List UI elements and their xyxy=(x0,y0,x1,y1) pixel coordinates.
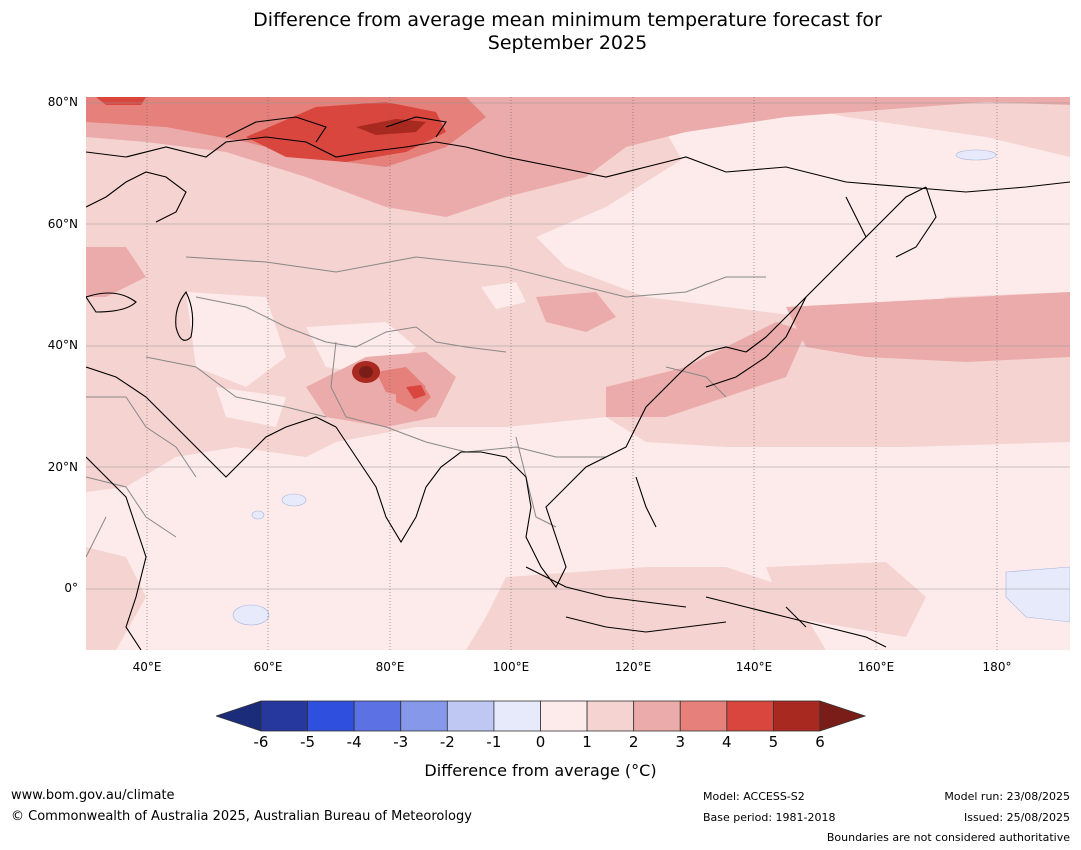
colorbar-tick-label: -5 xyxy=(300,733,316,751)
colorbar-tick-label: -4 xyxy=(346,733,362,751)
lat-label-80n: 80°N xyxy=(47,95,78,109)
colorbar-segment xyxy=(726,700,774,732)
colorbar-tick-label: 3 xyxy=(675,733,686,751)
country-borders xyxy=(86,256,766,558)
lon-label-100e: 100°E xyxy=(492,660,530,674)
lat-label-60n: 60°N xyxy=(47,217,78,231)
lon-label-80e: 80°E xyxy=(375,660,405,674)
colorbar-over-triangle xyxy=(819,700,866,732)
anomaly-band-negative xyxy=(232,149,1070,626)
footer-model-run: Model run: 23/08/2025 xyxy=(944,790,1070,803)
colorbar-segment xyxy=(633,700,681,732)
lon-label-160e: 160°E xyxy=(857,660,895,674)
coastlines xyxy=(86,116,1070,650)
colorbar-segment xyxy=(400,700,448,732)
colorbar-tick-label: 2 xyxy=(628,733,639,751)
map-svg xyxy=(86,97,1070,650)
colorbar-segment xyxy=(586,700,635,732)
map-gridlines xyxy=(146,97,998,650)
colorbar-tick-label: 1 xyxy=(582,733,592,751)
map-latlines xyxy=(86,102,1070,590)
colorbar-segment xyxy=(446,700,495,732)
lon-label-140e: 140°E xyxy=(735,660,773,674)
colorbar-tick-label: 6 xyxy=(815,733,825,751)
colorbar-segment xyxy=(540,700,588,732)
lat-label-20n: 20°N xyxy=(47,460,78,474)
footer-issued: Issued: 25/08/2025 xyxy=(963,811,1070,824)
colorbar-segment xyxy=(260,700,308,732)
lat-label-0: 0° xyxy=(64,581,78,595)
title-line-1: Difference from average mean minimum tem… xyxy=(253,9,882,31)
colorbar-segment xyxy=(493,700,541,732)
colorbar-tick-label: 0 xyxy=(535,733,546,751)
colorbar-under-triangle xyxy=(216,700,262,732)
colorbar-tick-label: -3 xyxy=(393,733,409,751)
colorbar-tick-label: 5 xyxy=(768,733,779,751)
colorbar-segments xyxy=(260,700,821,732)
forecast-map xyxy=(86,97,1070,650)
colorbar xyxy=(216,700,866,732)
anomaly-band-0-1 xyxy=(186,97,1070,427)
footer-model: Model: ACCESS-S2 xyxy=(703,790,805,803)
footer-website: www.bom.gov.au/climate xyxy=(11,788,175,803)
colorbar-segment xyxy=(773,700,821,732)
colorbar-segment xyxy=(307,700,355,732)
colorbar-segment xyxy=(679,700,728,732)
chart-title: Difference from average mean minimum tem… xyxy=(0,9,1081,55)
footer-disclaimer: Boundaries are not considered authoritat… xyxy=(826,831,1070,844)
colorbar-label: Difference from average (°C) xyxy=(424,761,657,780)
lon-label-180: 180° xyxy=(982,660,1012,674)
lon-label-60e: 60°E xyxy=(253,660,283,674)
colorbar-segment xyxy=(353,700,402,732)
colorbar-tick-label: -6 xyxy=(253,733,269,751)
lat-label-40n: 40°N xyxy=(47,338,78,352)
colorbar-tick-label: -2 xyxy=(439,733,455,751)
title-line-2: September 2025 xyxy=(487,32,648,54)
anomaly-band-over-6 xyxy=(359,366,373,378)
footer-base-period: Base period: 1981-2018 xyxy=(703,811,836,824)
lon-label-120e: 120°E xyxy=(614,660,652,674)
colorbar-tick-label: 4 xyxy=(722,733,732,751)
colorbar-tick-label: -1 xyxy=(486,733,502,751)
lon-label-40e: 40°E xyxy=(132,660,162,674)
footer-copyright: © Commonwealth of Australia 2025, Austra… xyxy=(11,809,472,824)
